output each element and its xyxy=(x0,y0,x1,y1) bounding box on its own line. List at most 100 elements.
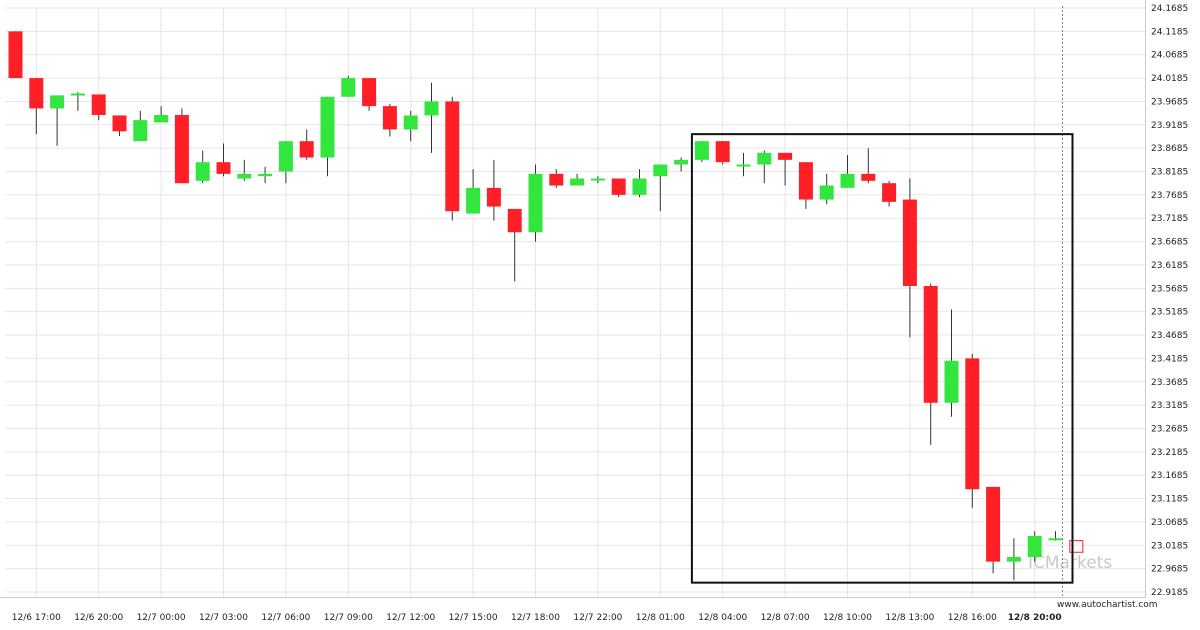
candle xyxy=(507,208,522,282)
candle xyxy=(653,164,668,212)
x-axis: 12/6 17:00 12/6 20:00 12/7 00:00 12/7 03:00… xyxy=(0,597,1145,623)
candle-body xyxy=(882,183,897,202)
candle xyxy=(1027,531,1042,562)
candle-body xyxy=(923,285,938,403)
candle-body xyxy=(445,101,460,212)
source-url: www.autochartist.com xyxy=(1057,600,1158,610)
candle xyxy=(445,96,460,221)
candle xyxy=(882,180,897,207)
candle xyxy=(819,173,834,205)
watermark-logo: ICMarkets xyxy=(1028,553,1112,573)
candle xyxy=(528,164,543,242)
y-tick-label: 23.9185 xyxy=(1151,121,1188,131)
x-tick-label: 12/7 22:00 xyxy=(573,613,622,623)
candle xyxy=(424,82,439,153)
y-tick-label: 23.8685 xyxy=(1151,144,1188,154)
x-tick-label: 12/7 06:00 xyxy=(261,613,310,623)
y-tick-label: 23.1185 xyxy=(1151,495,1188,505)
y-tick-label: 23.8185 xyxy=(1151,168,1188,178)
candle-body xyxy=(819,185,834,200)
x-tick-label: 12/8 13:00 xyxy=(885,613,934,623)
candle-body xyxy=(424,101,439,116)
candle xyxy=(861,148,876,184)
x-tick-label: 12/8 01:00 xyxy=(636,613,685,623)
candle-body xyxy=(362,78,377,107)
candle xyxy=(403,110,418,142)
candle-body xyxy=(986,486,1001,562)
x-tick-label: 12/7 09:00 xyxy=(324,613,373,623)
candle xyxy=(154,106,169,123)
x-tick-label: 12/8 04:00 xyxy=(698,613,747,623)
candle xyxy=(466,169,481,214)
candle xyxy=(8,31,23,79)
candle-body xyxy=(590,178,605,181)
candle xyxy=(944,309,959,417)
candle-body xyxy=(112,115,127,132)
x-tick-label: 12/8 20:00 xyxy=(1008,613,1062,623)
y-tick-label: 23.5185 xyxy=(1151,308,1188,318)
candle-body xyxy=(133,120,148,142)
x-tick-label: 12/7 18:00 xyxy=(511,613,560,623)
candle xyxy=(195,150,210,184)
candle-body xyxy=(50,95,65,109)
overlay xyxy=(690,6,1084,597)
candle xyxy=(29,78,44,135)
candle xyxy=(694,141,709,163)
candle-body xyxy=(237,173,252,179)
y-tick-label: 22.9685 xyxy=(1151,565,1188,575)
grid xyxy=(5,7,1145,597)
candle xyxy=(50,95,65,146)
candle xyxy=(362,78,377,111)
y-tick-label: 23.6185 xyxy=(1151,261,1188,271)
x-tick-label: 12/7 03:00 xyxy=(199,613,248,623)
candle-body xyxy=(549,173,564,186)
y-tick-label: 23.6685 xyxy=(1151,238,1188,248)
y-tick-label: 23.1685 xyxy=(1151,471,1188,481)
forecast-candle xyxy=(1069,540,1084,553)
candle-body xyxy=(486,187,501,207)
candle xyxy=(258,166,273,184)
candle xyxy=(174,108,189,184)
candle-body xyxy=(216,162,231,174)
candle-body xyxy=(653,164,668,177)
candle-body xyxy=(798,162,813,200)
y-tick-label: 23.3685 xyxy=(1151,378,1188,388)
candle xyxy=(798,162,813,209)
candle-body xyxy=(736,164,751,167)
y-tick-label: 23.4185 xyxy=(1151,354,1188,364)
candle xyxy=(778,152,793,186)
y-tick-label: 23.7185 xyxy=(1151,214,1188,224)
y-tick-label: 23.0685 xyxy=(1151,518,1188,528)
candle-body xyxy=(258,173,273,177)
candle-body xyxy=(91,94,106,115)
x-tick-label: 12/7 12:00 xyxy=(386,613,435,623)
candle xyxy=(133,110,148,142)
candle-body xyxy=(778,152,793,160)
candle xyxy=(341,75,356,97)
candle xyxy=(1048,531,1063,541)
candle xyxy=(112,115,127,137)
candle xyxy=(486,159,501,221)
candle-body xyxy=(1006,556,1021,562)
candle xyxy=(590,176,605,184)
candle-body xyxy=(1048,538,1063,541)
x-tick-label: 12/6 20:00 xyxy=(74,613,123,623)
candle-body xyxy=(611,178,626,195)
candle xyxy=(320,96,335,177)
candle-body xyxy=(861,173,876,181)
candle-body xyxy=(278,141,293,172)
candle-body xyxy=(840,173,855,188)
candle xyxy=(1006,538,1021,581)
candle xyxy=(382,103,397,137)
y-tick-label: 24.1685 xyxy=(1151,4,1188,14)
candle xyxy=(570,173,585,186)
candle-body xyxy=(1027,535,1042,557)
candle-body xyxy=(154,114,169,123)
x-tick-label: 12/7 00:00 xyxy=(137,613,186,623)
x-tick-label: 12/8 16:00 xyxy=(948,613,997,623)
candle xyxy=(549,169,564,188)
candle-body xyxy=(299,141,314,158)
candle xyxy=(736,152,751,177)
candle-body xyxy=(507,208,522,233)
